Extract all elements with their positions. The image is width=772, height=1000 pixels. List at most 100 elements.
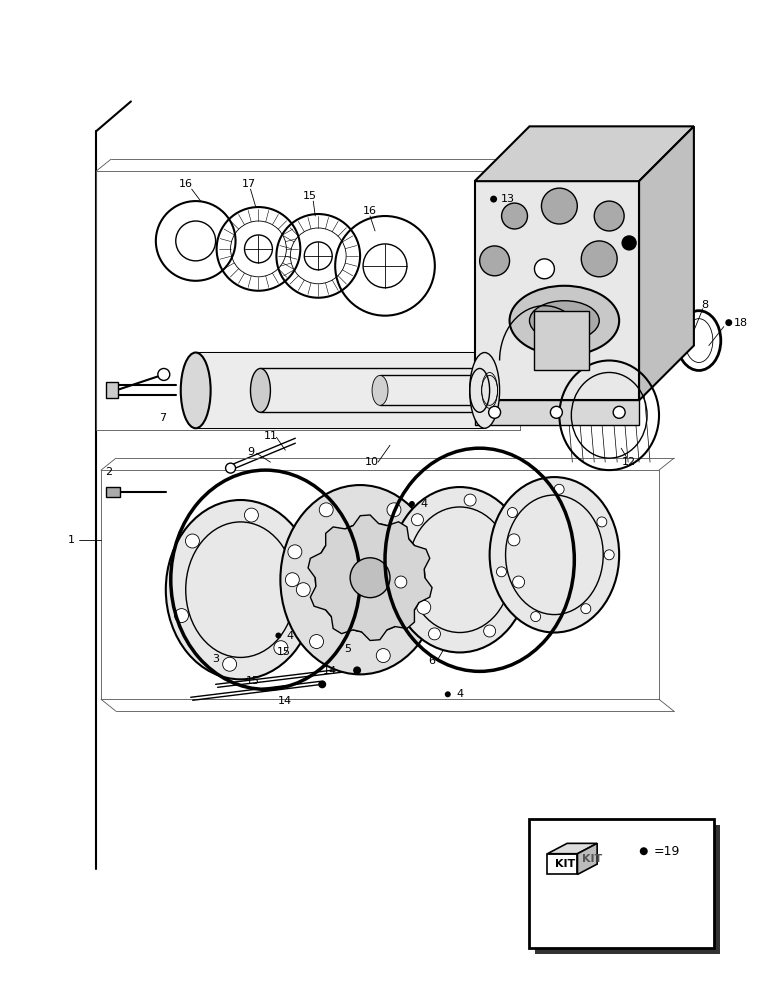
Text: 12: 12 <box>622 457 636 467</box>
Circle shape <box>613 406 625 418</box>
Circle shape <box>296 583 310 597</box>
Text: 5: 5 <box>344 644 351 654</box>
Text: 11: 11 <box>263 431 277 441</box>
Text: KIT: KIT <box>582 854 603 864</box>
Bar <box>536 825 720 954</box>
Text: 10: 10 <box>365 457 379 467</box>
Ellipse shape <box>315 523 425 633</box>
Text: 8: 8 <box>701 300 709 310</box>
Text: 9: 9 <box>247 447 254 457</box>
Text: 18: 18 <box>733 318 748 328</box>
Circle shape <box>550 406 562 418</box>
Polygon shape <box>475 400 639 425</box>
Text: 7: 7 <box>159 413 167 423</box>
Bar <box>106 382 118 398</box>
Bar <box>106 487 120 497</box>
Circle shape <box>508 534 520 546</box>
Text: 14: 14 <box>278 696 293 706</box>
Text: 14: 14 <box>323 666 337 676</box>
Polygon shape <box>308 515 432 640</box>
Circle shape <box>310 635 323 649</box>
Circle shape <box>417 600 431 614</box>
Ellipse shape <box>350 558 390 598</box>
Circle shape <box>594 201 624 231</box>
Circle shape <box>274 641 288 655</box>
Circle shape <box>445 691 451 697</box>
Circle shape <box>320 503 334 517</box>
Ellipse shape <box>390 487 530 652</box>
Polygon shape <box>475 126 694 181</box>
Circle shape <box>725 319 733 326</box>
Circle shape <box>502 203 527 229</box>
Text: 6: 6 <box>428 656 435 666</box>
Text: 1: 1 <box>68 535 75 545</box>
Circle shape <box>428 628 441 640</box>
Text: 16: 16 <box>363 206 377 216</box>
Circle shape <box>541 188 577 224</box>
Circle shape <box>395 576 407 588</box>
Circle shape <box>288 545 302 559</box>
Polygon shape <box>639 126 694 400</box>
Circle shape <box>245 508 259 522</box>
Circle shape <box>174 609 188 623</box>
Circle shape <box>513 576 525 588</box>
Circle shape <box>387 503 401 517</box>
Circle shape <box>479 246 510 276</box>
Text: 4: 4 <box>420 499 428 509</box>
Ellipse shape <box>250 368 270 412</box>
Circle shape <box>318 680 327 688</box>
Text: 13: 13 <box>500 194 515 204</box>
Circle shape <box>489 406 500 418</box>
Circle shape <box>411 514 423 526</box>
Polygon shape <box>547 854 577 874</box>
Ellipse shape <box>530 301 599 341</box>
Circle shape <box>353 666 361 674</box>
Circle shape <box>286 573 300 587</box>
Circle shape <box>490 196 497 203</box>
Ellipse shape <box>469 353 499 428</box>
Circle shape <box>157 368 170 380</box>
Polygon shape <box>577 843 598 874</box>
Circle shape <box>581 241 617 277</box>
Circle shape <box>496 567 506 577</box>
Text: 15: 15 <box>303 191 317 201</box>
Ellipse shape <box>372 375 388 405</box>
Circle shape <box>604 550 615 560</box>
Ellipse shape <box>350 558 390 598</box>
Circle shape <box>530 612 540 622</box>
Bar <box>534 311 589 370</box>
Ellipse shape <box>166 500 315 679</box>
Text: 4: 4 <box>456 689 463 699</box>
Polygon shape <box>547 843 598 854</box>
Circle shape <box>225 463 235 473</box>
Text: 16: 16 <box>179 179 193 189</box>
Circle shape <box>409 501 415 507</box>
Circle shape <box>581 604 591 614</box>
Ellipse shape <box>510 286 619 356</box>
Polygon shape <box>195 353 485 428</box>
Text: KIT: KIT <box>555 859 576 869</box>
Ellipse shape <box>280 485 440 674</box>
Text: 15: 15 <box>245 676 259 686</box>
Circle shape <box>640 847 648 855</box>
Ellipse shape <box>489 477 619 633</box>
Circle shape <box>483 625 496 637</box>
Circle shape <box>507 508 517 518</box>
Circle shape <box>185 534 199 548</box>
Circle shape <box>554 484 564 494</box>
Text: 4: 4 <box>286 631 294 641</box>
Ellipse shape <box>181 353 211 428</box>
Text: 17: 17 <box>242 179 256 189</box>
Circle shape <box>597 517 607 527</box>
Text: 2: 2 <box>106 467 113 477</box>
Circle shape <box>534 259 554 279</box>
Text: 15: 15 <box>276 647 290 657</box>
Text: =19: =19 <box>654 845 680 858</box>
Text: 3: 3 <box>212 654 219 664</box>
Circle shape <box>276 633 281 638</box>
Circle shape <box>222 657 236 671</box>
Circle shape <box>622 236 636 250</box>
Polygon shape <box>475 181 639 400</box>
Bar <box>530 819 714 948</box>
Circle shape <box>464 494 476 506</box>
